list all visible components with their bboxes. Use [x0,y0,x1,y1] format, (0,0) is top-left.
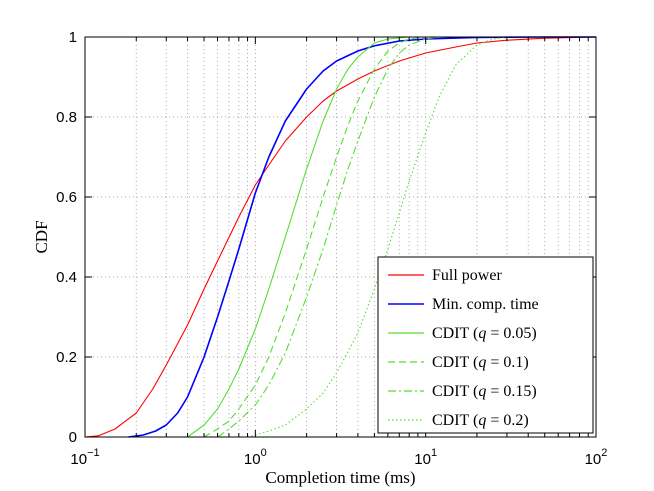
legend-label-6: CDIT (q = 0.2) [432,412,529,429]
x-axis-title: Completion time (ms) [265,468,415,487]
series-line-3 [187,36,596,438]
y-tick-label: 0 [69,429,77,446]
series-line-2 [128,36,596,438]
ticks [84,36,597,438]
legend-box [377,256,594,434]
series-line-1 [84,36,597,438]
legend-label-4: CDIT (q = 0.1) [432,354,529,371]
y-tick-label: 1 [69,29,77,46]
x-tick-label: 100 [244,447,267,468]
y-tick-label: 0.2 [56,349,77,366]
series-layer [84,36,597,438]
legend-label-3: CDIT (q = 0.05) [432,325,537,342]
y-tick-label: 0.6 [56,189,77,206]
x-tick-label: 102 [585,447,608,468]
legend: Full power Min. comp. time CDIT (q = 0.05)… [377,256,594,434]
x-tick-label: 10−1 [70,447,99,468]
plot-frame [84,36,597,438]
grid [85,37,596,437]
y-tick-label: 0.8 [56,109,77,126]
x-tick-label: 101 [414,447,437,468]
legend-label-5: CDIT (q = 0.15) [432,383,537,400]
y-tick-label: 0.4 [56,269,77,286]
legend-label-2: Min. comp. time [432,296,539,313]
legend-label-1: Full power [432,267,502,284]
tick-labels: 0 0.2 0.4 0.6 0.8 1 10−1 100 101 102 [56,29,607,468]
y-axis-title: CDF [32,220,51,253]
